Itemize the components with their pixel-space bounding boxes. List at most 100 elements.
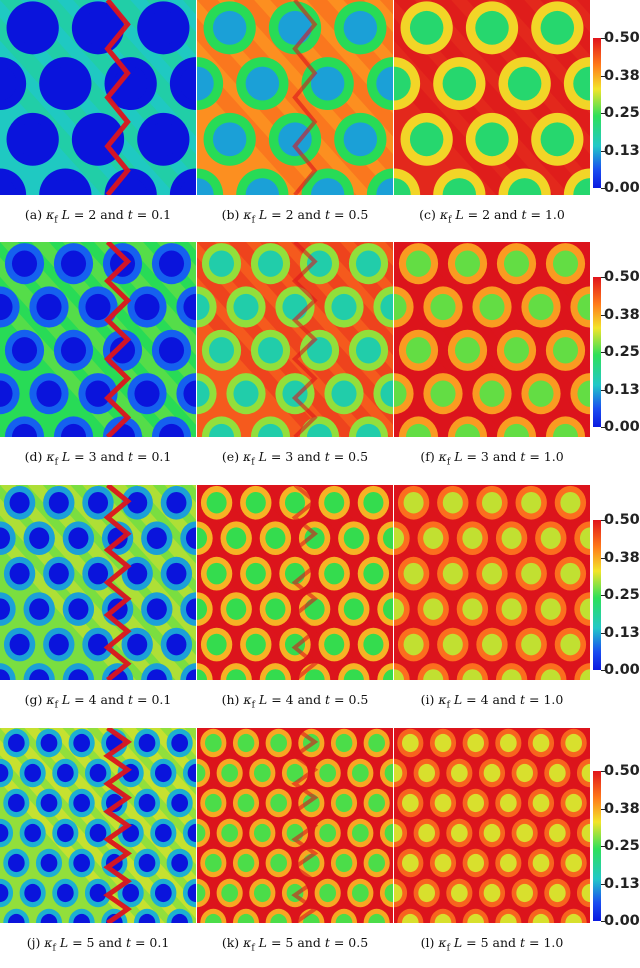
field-blob-core (0, 883, 9, 903)
field-blob-core (0, 66, 17, 101)
colorbar-tick (601, 277, 605, 278)
field-blob-core (212, 10, 247, 45)
field-blob-core (560, 633, 581, 656)
field-blob-core (9, 491, 30, 514)
field-blob-core (36, 293, 62, 321)
field-blob-core (253, 883, 271, 903)
figure-row-4: (j) κf L = 5 and t = 0.1 (k) κf L = 5 and… (0, 728, 640, 968)
field-blob-core (532, 853, 550, 873)
field-blob-core (565, 733, 583, 753)
field-blob-core (483, 883, 501, 903)
colorbar: 0.50 0.38 0.25 0.13 0.00 (593, 513, 640, 680)
colorbar-tick (601, 883, 605, 885)
field-blob-core (29, 669, 50, 680)
field-blob-core (257, 337, 284, 364)
field-blob-core (423, 527, 444, 549)
colorbar-tick-label: 0.13 (604, 142, 640, 159)
field-blob-core (265, 598, 286, 620)
diagonal-band (62, 242, 196, 391)
field-blob-core (368, 793, 386, 813)
field-blob-core (282, 293, 308, 321)
field-blob-core (442, 562, 463, 585)
field-blob-core (89, 763, 107, 783)
field-blob-core (0, 293, 13, 321)
reaction-front (291, 242, 318, 437)
field-blob-core (146, 122, 181, 157)
colorbar-tick-label: 0.00 (604, 180, 640, 196)
field-blob-core (206, 562, 227, 585)
field-blob-core (48, 633, 69, 656)
field-blob-core (11, 423, 38, 437)
field-blob-core (532, 733, 550, 753)
field-blob-core (221, 823, 239, 843)
field-blob-core (197, 763, 206, 783)
field-blob-core (60, 423, 87, 437)
field-blob-core (134, 293, 160, 321)
colorbar-tick (601, 846, 605, 847)
field-blob-core (0, 527, 11, 549)
colorbar-tick (601, 188, 605, 189)
subfigure-caption: (h) κf L = 4 and t = 0.5 (221, 692, 369, 711)
colorbar-tick (601, 520, 605, 521)
field-blob-core (380, 293, 393, 321)
reaction-front (291, 485, 318, 680)
field-blob-core (560, 491, 581, 514)
field-blob-core (573, 178, 590, 195)
field-blob-core (503, 423, 530, 437)
field-blob-core (154, 823, 172, 843)
field-blob-core (499, 853, 517, 873)
field-blob-core (40, 793, 58, 813)
field-blob-core (481, 491, 503, 514)
field-blob-core (310, 178, 345, 195)
field-blob-core (73, 853, 91, 873)
field-blob-core (501, 527, 522, 549)
field-blob-core (368, 733, 386, 753)
heatmap-panel-e (197, 242, 393, 437)
diagonal-band (188, 242, 196, 251)
field-blob-core (48, 491, 69, 514)
field-blob-core (548, 763, 566, 783)
field-blob-core (467, 793, 485, 813)
field-blob-core (306, 250, 333, 277)
field-blob-core (528, 380, 554, 407)
field-blob-core (343, 598, 364, 620)
colorbar-tick (601, 389, 605, 391)
field-blob-core (409, 10, 444, 45)
heatmap-panel-a (0, 0, 196, 195)
colorbar-tick (601, 632, 605, 634)
field-blob-core (548, 823, 566, 843)
subfigure-caption: (j) κf L = 5 and t = 0.1 (26, 935, 170, 954)
field-blob-core (183, 380, 196, 407)
colorbar-tick-label: 0.00 (604, 913, 640, 929)
field-blob-core (197, 598, 208, 620)
field-blob-core (158, 337, 185, 364)
field-blob-core (479, 380, 505, 407)
subfigure-caption: (e) κf L = 3 and t = 0.5 (221, 449, 369, 468)
field-blob-core (204, 913, 222, 923)
field-blob-core (226, 669, 247, 680)
colorbar: 0.50 0.38 0.25 0.13 0.00 (593, 31, 640, 198)
field-blob-core (257, 250, 284, 277)
field-blob-core (89, 883, 107, 903)
field-blob-core (450, 763, 468, 783)
field-blob-core (221, 883, 239, 903)
field-blob-core (304, 598, 325, 620)
colorbar-tick-label: 0.50 (604, 763, 640, 779)
field-blob-core (319, 823, 337, 843)
colorbar-tick (601, 557, 605, 559)
reaction-front (103, 485, 132, 680)
field-blob-core (475, 122, 509, 157)
field-blob-core (24, 823, 42, 843)
field-blob-core (565, 913, 583, 923)
heatmap-panel-h (197, 485, 393, 680)
field-blob-core (109, 337, 136, 364)
field-blob-core (516, 763, 534, 783)
field-blob-core (146, 598, 167, 620)
field-blob-core (528, 293, 554, 321)
field-blob-core (565, 853, 583, 873)
field-blob-core (0, 763, 9, 783)
field-blob-core (499, 913, 517, 923)
figure-row-1: (a) κf L = 2 and t = 0.1 (b) κf L = 2 and… (0, 0, 640, 240)
field-blob-core (343, 122, 378, 157)
field-blob-core (577, 293, 590, 321)
